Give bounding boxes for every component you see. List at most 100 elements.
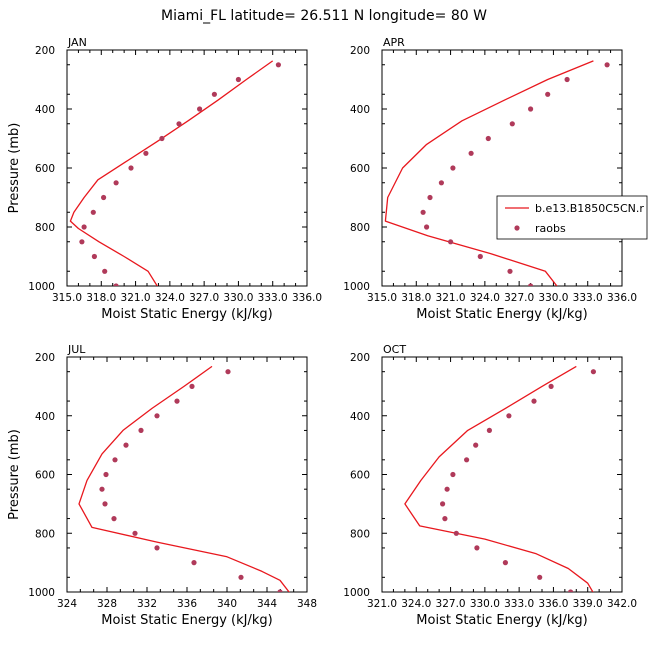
raobs-point xyxy=(537,574,543,580)
x-tick-label: 330.0 xyxy=(538,292,568,304)
y-tick-label: 400 xyxy=(35,411,55,423)
raobs-point xyxy=(590,369,597,375)
panel-label: JUL xyxy=(67,343,86,356)
x-tick-label: 318.0 xyxy=(86,292,116,304)
raobs-point xyxy=(189,383,195,389)
raobs-point xyxy=(473,442,479,448)
y-tick-label: 1000 xyxy=(28,281,55,293)
raobs-point xyxy=(474,545,480,551)
x-tick-label: 315.0 xyxy=(367,292,397,304)
x-tick-label: 332 xyxy=(137,598,157,610)
raobs-point xyxy=(468,150,474,156)
panels: 315.0 318.0 321.0 324.0 327.0 330.0 333.0 336.0… xyxy=(7,36,637,628)
x-axis-label: Moist Static Energy (kJ/kg) xyxy=(101,613,272,628)
raobs-point xyxy=(79,239,85,245)
raobs-point xyxy=(91,253,97,260)
raobs-point xyxy=(528,283,534,286)
model-line xyxy=(384,60,594,286)
x-tick-label: 336.0 xyxy=(607,292,637,304)
y-tick-label: 800 xyxy=(350,222,370,234)
raobs-point xyxy=(128,165,134,171)
model-line xyxy=(69,60,274,286)
panel-label: APR xyxy=(383,36,405,49)
figure-title: Miami_FL latitude= 26.511 N longitude= 8… xyxy=(161,8,487,24)
raobs-point xyxy=(420,209,426,215)
y-tick-label: 400 xyxy=(350,411,370,423)
plot-data xyxy=(404,365,597,592)
raobs-point xyxy=(450,471,456,478)
x-tick-label: 330.0 xyxy=(470,598,500,610)
x-tick-label: 327.0 xyxy=(189,292,219,304)
x-tick-label: 318.0 xyxy=(401,292,431,304)
panel-label: JAN xyxy=(67,36,87,49)
raobs-point xyxy=(113,283,119,286)
raobs-point xyxy=(103,471,109,478)
x-tick-label: 330.0 xyxy=(223,292,253,304)
x-tick-label: 328 xyxy=(97,598,117,610)
chart-panel-jan: 315.0 318.0 321.0 324.0 327.0 330.0 333.0 336.0… xyxy=(7,36,322,322)
raobs-point xyxy=(113,180,119,186)
x-tick-label: 321.0 xyxy=(436,292,466,304)
x-tick-label: 333.0 xyxy=(258,292,288,304)
raobs-point xyxy=(548,383,554,389)
raobs-point xyxy=(438,180,444,186)
raobs-point xyxy=(238,574,244,580)
raobs-point xyxy=(225,369,231,375)
raobs-point xyxy=(159,135,165,142)
legend-label-raobs: raobs xyxy=(535,222,566,235)
x-tick-label: 327.0 xyxy=(436,598,466,610)
raobs-point xyxy=(440,501,446,507)
raobs-point xyxy=(191,560,197,566)
x-tick-label: 342.0 xyxy=(607,598,637,610)
y-tick-label: 600 xyxy=(350,470,370,482)
raobs-point xyxy=(424,224,430,230)
raobs-point xyxy=(564,76,570,83)
y-tick-label: 200 xyxy=(35,45,55,57)
x-tick-label: 327.0 xyxy=(504,292,534,304)
raobs-point xyxy=(99,486,105,492)
raobs-point xyxy=(450,165,456,171)
y-tick-label: 800 xyxy=(35,528,55,540)
x-tick-label: 315.0 xyxy=(52,292,82,304)
chart-panel-jul: 324 328 332 336 340 344 348 200 400 600 800 1000 JUL… xyxy=(7,343,317,628)
raobs-point xyxy=(154,545,160,551)
raobs-point xyxy=(568,589,574,592)
raobs-point xyxy=(211,91,217,97)
model-line xyxy=(404,365,594,592)
raobs-point xyxy=(442,516,448,522)
raobs-point xyxy=(81,224,87,230)
y-tick-label: 600 xyxy=(350,163,370,175)
x-tick-label: 336 xyxy=(177,598,197,610)
x-tick-label: 321.0 xyxy=(121,292,151,304)
x-axis-label: Moist Static Energy (kJ/kg) xyxy=(101,307,272,322)
legend: b.e13.B1850C5CN.r raobs xyxy=(496,195,648,240)
plot-frame xyxy=(381,49,623,287)
panel-label: OCT xyxy=(383,343,406,356)
x-axis-label: Moist Static Energy (kJ/kg) xyxy=(416,613,587,628)
raobs-point xyxy=(509,121,515,127)
raobs-point xyxy=(531,398,537,404)
raobs-point xyxy=(277,589,283,592)
x-tick-label: 333.0 xyxy=(504,598,534,610)
x-tick-label: 321.0 xyxy=(367,598,397,610)
raobs-point xyxy=(102,268,108,274)
y-tick-label: 1000 xyxy=(28,587,55,599)
y-tick-label: 1000 xyxy=(343,587,370,599)
raobs-point xyxy=(453,530,459,536)
plot-frame xyxy=(66,49,308,287)
x-tick-label: 344 xyxy=(257,598,277,610)
y-tick-label: 200 xyxy=(350,45,370,57)
raobs-point xyxy=(448,239,454,245)
x-tick-label: 324.0 xyxy=(155,292,185,304)
raobs-point xyxy=(138,427,144,433)
plot-data xyxy=(384,60,610,286)
raobs-point xyxy=(101,194,107,201)
raobs-point xyxy=(174,398,180,404)
raobs-point xyxy=(545,91,551,97)
model-line xyxy=(78,365,290,592)
raobs-point xyxy=(528,106,534,112)
raobs-point xyxy=(102,501,108,507)
y-tick-label: 200 xyxy=(35,352,55,364)
raobs-point xyxy=(604,62,610,68)
